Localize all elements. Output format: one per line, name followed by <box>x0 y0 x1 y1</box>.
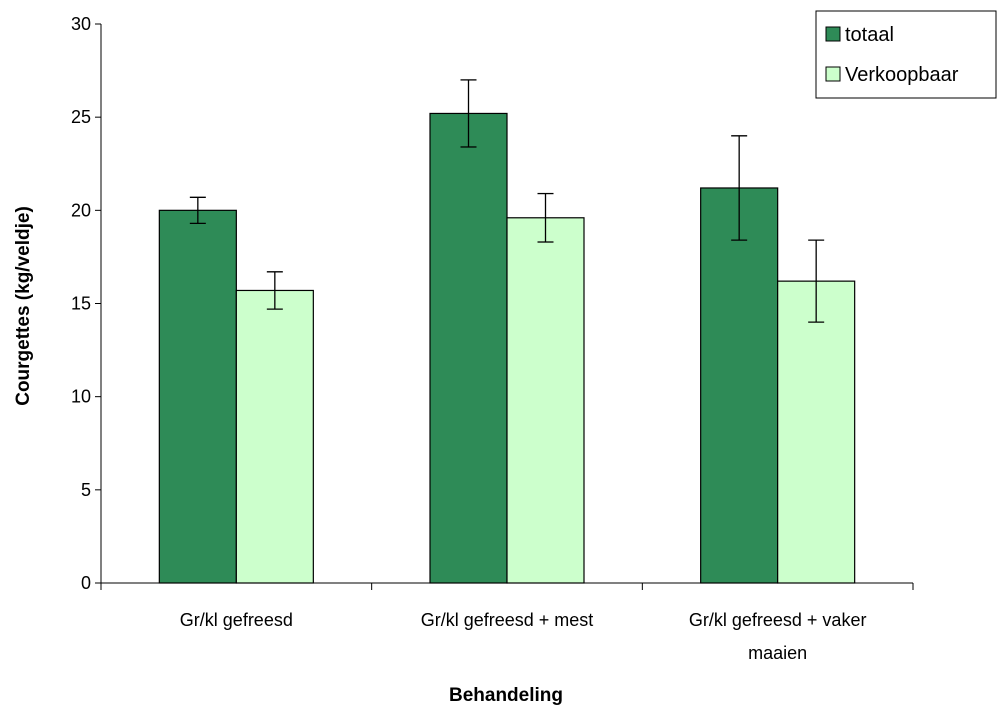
x-tick-label: Gr/kl gefreesd + vaker <box>689 610 867 630</box>
bar-totaal <box>700 187 779 584</box>
x-axis: Gr/kl gefreesd Gr/kl gefreesd + mest Gr/kl… <box>100 582 914 663</box>
y-tick-label: 15 <box>71 294 91 314</box>
bar-totaal <box>429 112 508 584</box>
bar-verkoopbaar <box>777 280 856 584</box>
x-tick-label: Gr/kl gefreesd <box>180 610 293 630</box>
y-tick-label: 10 <box>71 387 91 407</box>
y-axis: 0 5 10 15 20 25 30 <box>71 14 102 593</box>
bar-verkoopbaar <box>506 217 585 584</box>
legend: totaal Verkoopbaar <box>815 10 997 99</box>
y-axis-title: Courgettes (kg/veldje) <box>13 206 34 406</box>
x-axis-title: Behandeling <box>449 685 563 706</box>
y-tick-label: 30 <box>71 14 91 34</box>
legend-swatch <box>825 26 841 42</box>
bar-totaal <box>158 209 237 584</box>
y-tick-label: 20 <box>71 200 91 220</box>
x-tick-label: maaien <box>748 643 807 663</box>
legend-label: totaal <box>845 24 894 46</box>
y-tick-label: 25 <box>71 107 91 127</box>
legend-box <box>815 10 997 99</box>
x-tick-label: Gr/kl gefreesd + mest <box>421 610 594 630</box>
y-tick-label: 0 <box>81 573 91 593</box>
y-tick-label: 5 <box>81 480 91 500</box>
legend-swatch <box>825 66 841 82</box>
bar-verkoopbaar <box>235 289 314 584</box>
legend-label: Verkoopbaar <box>845 64 959 86</box>
plot-area <box>158 79 856 584</box>
